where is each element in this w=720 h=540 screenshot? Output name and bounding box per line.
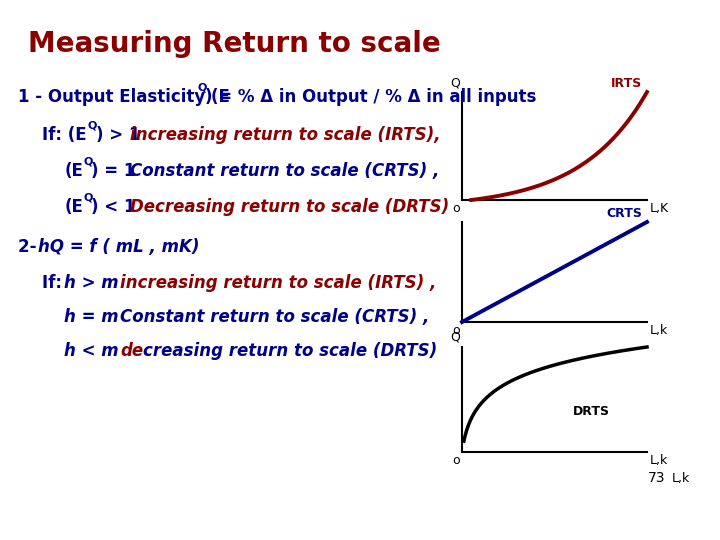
Text: creasing return to scale (DRTS): creasing return to scale (DRTS) <box>143 342 437 360</box>
Text: o: o <box>452 202 460 215</box>
Text: L,k: L,k <box>650 454 668 467</box>
Text: ) > 1: ) > 1 <box>96 126 146 144</box>
Text: Q: Q <box>197 83 207 93</box>
Text: Q: Q <box>450 76 460 89</box>
Text: If:: If: <box>42 274 68 292</box>
Text: o: o <box>452 454 460 467</box>
Text: increasing return to scale (IRTS) ,: increasing return to scale (IRTS) , <box>120 274 436 292</box>
Text: 1 - Output Elasticity (E: 1 - Output Elasticity (E <box>18 88 230 106</box>
Text: ) = 1: ) = 1 <box>91 162 141 180</box>
Text: Constant return to scale (CRTS) ,: Constant return to scale (CRTS) , <box>120 308 429 326</box>
Text: h = m: h = m <box>64 308 119 326</box>
Text: L,k: L,k <box>672 472 690 485</box>
Text: hQ = f ( mL , mK): hQ = f ( mL , mK) <box>38 238 199 256</box>
Text: increasing return to scale (IRTS),: increasing return to scale (IRTS), <box>130 126 441 144</box>
Text: DRTS: DRTS <box>573 405 610 418</box>
Text: L,K: L,K <box>650 202 669 215</box>
Text: 2-: 2- <box>18 238 42 256</box>
Text: ) < 1: ) < 1 <box>91 198 141 216</box>
Text: de: de <box>120 342 143 360</box>
Text: ) = % Δ in Output / % Δ in all inputs: ) = % Δ in Output / % Δ in all inputs <box>205 88 536 106</box>
Text: L,k: L,k <box>650 324 668 337</box>
Text: o: o <box>452 324 460 337</box>
Text: (E: (E <box>65 162 84 180</box>
Text: Q: Q <box>88 121 97 131</box>
Text: Q: Q <box>83 157 92 167</box>
Text: h > m: h > m <box>64 274 119 292</box>
Text: 73: 73 <box>648 471 665 485</box>
Text: Q: Q <box>450 331 460 344</box>
Text: CRTS: CRTS <box>606 207 642 220</box>
Text: IRTS: IRTS <box>611 77 642 90</box>
Text: h < m: h < m <box>64 342 119 360</box>
Text: If: (E: If: (E <box>42 126 86 144</box>
Text: Constant return to scale (CRTS) ,: Constant return to scale (CRTS) , <box>130 162 439 180</box>
Text: Measuring Return to scale: Measuring Return to scale <box>28 30 441 58</box>
Text: (E: (E <box>65 198 84 216</box>
Text: Q: Q <box>83 193 92 203</box>
Text: Decreasing return to scale (DRTS): Decreasing return to scale (DRTS) <box>130 198 449 216</box>
